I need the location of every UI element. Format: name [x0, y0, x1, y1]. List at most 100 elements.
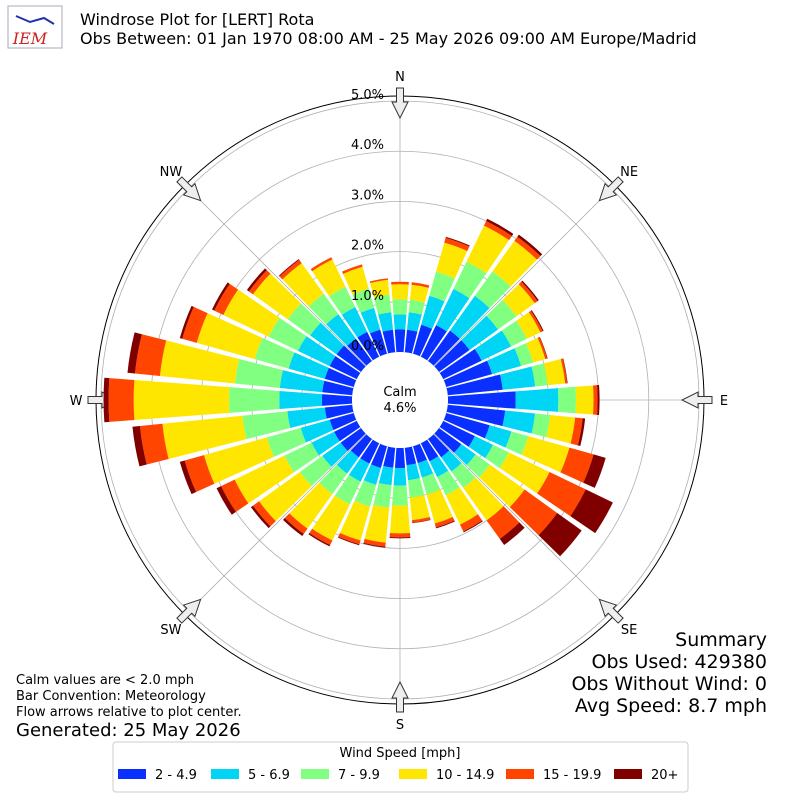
bar-segment: [429, 271, 455, 302]
bar-segment: [392, 299, 408, 315]
bar-segment: [447, 391, 516, 409]
bar-segment: [139, 423, 169, 465]
bar-segment: [310, 322, 345, 355]
chart-subtitle: Obs Between: 01 Jan 1970 08:00 AM - 25 M…: [80, 29, 697, 48]
bar-segment: [184, 455, 215, 493]
bar-segment: [363, 538, 386, 547]
bar-segment: [354, 480, 377, 507]
bar-segment: [461, 315, 499, 351]
grid-spoke: [184, 184, 367, 367]
bar-segment: [266, 427, 306, 457]
bar-segment: [352, 288, 375, 313]
bar-segment: [248, 270, 271, 295]
bar-segment: [499, 452, 550, 494]
compass-label: S: [396, 718, 404, 733]
y-tick-label: 3.0%: [351, 188, 384, 203]
bar-segment: [502, 410, 536, 434]
bar-segment: [338, 532, 361, 545]
bar-segment: [254, 337, 295, 369]
bar-segment: [373, 482, 392, 508]
compass-label: SW: [160, 623, 181, 638]
flow-arrow-shape: [680, 391, 713, 409]
flow-arrow-shape: [176, 598, 202, 624]
bar-segment: [410, 284, 429, 303]
calm-value: 4.6%: [383, 401, 416, 416]
legend-label: 20+: [651, 768, 678, 783]
flow-arrow: [176, 598, 202, 624]
bar-segment: [539, 336, 548, 359]
bar-segment: [526, 337, 546, 363]
note: Calm values are < 2.0 mph: [16, 673, 194, 688]
bar-segment: [393, 314, 407, 330]
bar-segment: [310, 257, 333, 272]
bar-segment: [279, 390, 323, 410]
legend-swatch: [301, 769, 329, 779]
flow-arrow-shape: [176, 176, 202, 202]
bar-segment: [463, 520, 483, 533]
plot: N NE E SE S SW W NW 0.0% 1.0% 2.0% 3.0% 4.0% 5.0%: [70, 70, 729, 733]
flow-arrow-shape: [598, 598, 624, 624]
y-tick-label: 4.0%: [351, 138, 384, 153]
bar-segment: [250, 505, 271, 529]
legend-title: Wind Speed [mph]: [340, 746, 461, 761]
bar-segment: [309, 528, 333, 546]
bar-segment: [486, 506, 520, 539]
bar-segment: [575, 385, 594, 415]
bar-segment: [428, 434, 450, 458]
flow-arrow: [680, 391, 713, 409]
bar-segment: [312, 259, 346, 297]
bar-segment: [530, 310, 544, 332]
bar-segment: [282, 263, 324, 307]
bar-segment: [479, 464, 525, 508]
bar-segment: [445, 236, 470, 247]
bar-segment: [474, 271, 511, 309]
flow-arrow-shape: [598, 176, 624, 202]
bar-segment: [132, 425, 147, 467]
bar-segment: [389, 536, 411, 539]
bar-segment: [127, 332, 142, 374]
bar-segment: [287, 303, 321, 336]
bar-segment: [537, 471, 586, 517]
flow-arrow: [391, 680, 409, 713]
bar-segment: [412, 324, 433, 357]
bar-segment: [343, 266, 369, 295]
bar-segment: [468, 436, 494, 459]
bar-segment: [518, 281, 538, 304]
bar-segment: [134, 334, 167, 377]
bar-segment: [373, 294, 392, 315]
bar-segment: [441, 450, 462, 472]
bar-segment: [336, 345, 366, 372]
bar-segment: [288, 352, 329, 379]
bar-segment: [463, 477, 504, 521]
bar-segment: [560, 358, 568, 384]
bar-segment: [537, 337, 548, 360]
legend-swatch: [399, 769, 427, 779]
bar-segment: [443, 412, 490, 439]
bar-segment: [394, 329, 406, 353]
bar-segment: [514, 236, 541, 260]
bar-segment: [492, 240, 537, 287]
bar-segment: [334, 420, 361, 442]
bar-segment: [487, 348, 522, 375]
bar-segment: [370, 279, 390, 298]
bar-segment: [454, 444, 476, 466]
compass-label: SE: [621, 623, 637, 638]
bar-segment: [360, 439, 380, 464]
bar-segment: [390, 505, 410, 534]
bar-segment: [406, 463, 420, 481]
bar-segment: [334, 474, 361, 505]
bar-segment: [583, 454, 606, 488]
bar-segment: [446, 404, 506, 427]
bar-segment: [407, 312, 422, 332]
summary: Obs Used: 429380: [592, 651, 767, 673]
bar-segment: [322, 380, 354, 396]
bar-segment: [499, 522, 525, 545]
bar-segment: [378, 312, 393, 332]
y-tick-label: 0.0%: [351, 339, 384, 354]
bar-segment: [389, 532, 411, 538]
bar-segment: [434, 428, 462, 453]
bar-segment: [159, 340, 240, 384]
grid-spoke: [433, 184, 616, 367]
